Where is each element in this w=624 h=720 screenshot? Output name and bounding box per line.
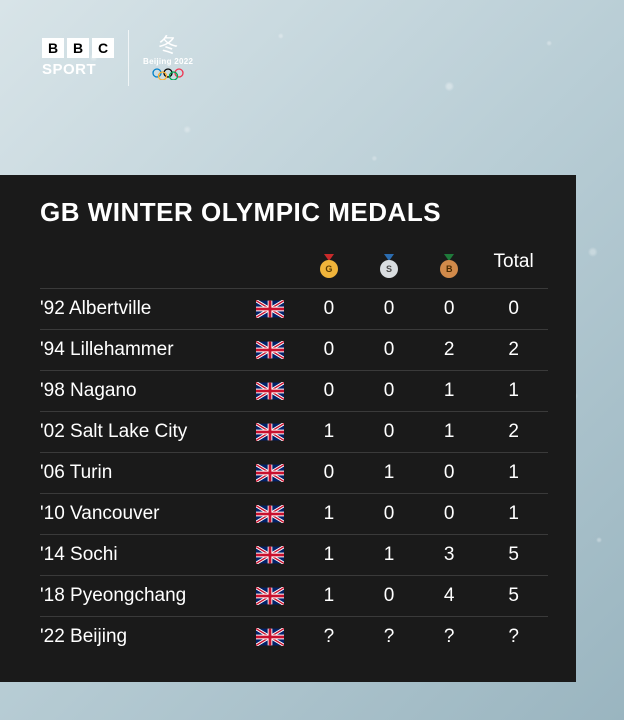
cell-games: '14 Sochi <box>40 535 256 576</box>
cell-total: 1 <box>479 453 548 494</box>
gb-flag-icon <box>256 341 284 359</box>
cell-bronze: ? <box>419 617 479 658</box>
beijing-mark-icon: 冬 <box>158 36 178 56</box>
gb-flag-icon <box>256 464 284 482</box>
col-silver: S <box>359 236 419 289</box>
cell-total: 5 <box>479 576 548 617</box>
cell-games: '92 Albertville <box>40 289 256 330</box>
cell-total: 1 <box>479 371 548 412</box>
cell-gold: 0 <box>299 289 359 330</box>
cell-bronze: 0 <box>419 494 479 535</box>
bbc-sport-logo: B B C SPORT <box>42 38 114 78</box>
col-flag <box>256 236 299 289</box>
cell-gold: 1 <box>299 494 359 535</box>
cell-gold: 1 <box>299 576 359 617</box>
table-title: GB WINTER OLYMPIC MEDALS <box>40 197 548 228</box>
cell-flag <box>256 494 299 535</box>
cell-flag <box>256 289 299 330</box>
medals-table: G S B Total '92 Albertvill <box>40 236 548 657</box>
table-row: '02 Salt Lake City 1012 <box>40 412 548 453</box>
cell-bronze: 2 <box>419 330 479 371</box>
gb-flag-icon <box>256 546 284 564</box>
gb-flag-icon <box>256 300 284 318</box>
cell-total: 1 <box>479 494 548 535</box>
table-row: '94 Lillehammer 0022 <box>40 330 548 371</box>
cell-silver: 0 <box>359 494 419 535</box>
cell-bronze: 4 <box>419 576 479 617</box>
cell-total: ? <box>479 617 548 658</box>
cell-silver: ? <box>359 617 419 658</box>
cell-total: 2 <box>479 330 548 371</box>
gb-flag-icon <box>256 587 284 605</box>
beijing-2022-logo: 冬 Beijing 2022 <box>143 36 193 80</box>
cell-flag <box>256 330 299 371</box>
logo-divider <box>128 30 129 86</box>
table-row: '22 Beijing ???? <box>40 617 548 658</box>
cell-flag <box>256 617 299 658</box>
cell-bronze: 0 <box>419 453 479 494</box>
cell-bronze: 3 <box>419 535 479 576</box>
cell-silver: 1 <box>359 535 419 576</box>
sport-label: SPORT <box>42 61 114 78</box>
cell-games: '02 Salt Lake City <box>40 412 256 453</box>
table-row: '06 Turin 0101 <box>40 453 548 494</box>
cell-flag <box>256 453 299 494</box>
table-row: '92 Albertville 0000 <box>40 289 548 330</box>
beijing-label: Beijing 2022 <box>143 57 193 66</box>
cell-games: '22 Beijing <box>40 617 256 658</box>
cell-flag <box>256 535 299 576</box>
header-logos: B B C SPORT 冬 Beijing 2022 <box>42 30 193 86</box>
cell-games: '06 Turin <box>40 453 256 494</box>
cell-silver: 0 <box>359 289 419 330</box>
table-row: '98 Nagano 0011 <box>40 371 548 412</box>
cell-bronze: 0 <box>419 289 479 330</box>
cell-games: '18 Pyeongchang <box>40 576 256 617</box>
cell-gold: 0 <box>299 371 359 412</box>
cell-games: '10 Vancouver <box>40 494 256 535</box>
col-games <box>40 236 256 289</box>
cell-silver: 0 <box>359 412 419 453</box>
cell-games: '94 Lillehammer <box>40 330 256 371</box>
medals-panel: GB WINTER OLYMPIC MEDALS G S <box>0 175 576 682</box>
gb-flag-icon <box>256 382 284 400</box>
gb-flag-icon <box>256 505 284 523</box>
col-bronze: B <box>419 236 479 289</box>
cell-silver: 0 <box>359 371 419 412</box>
cell-gold: 0 <box>299 453 359 494</box>
cell-total: 5 <box>479 535 548 576</box>
cell-flag <box>256 576 299 617</box>
cell-silver: 1 <box>359 453 419 494</box>
cell-gold: 1 <box>299 535 359 576</box>
cell-bronze: 1 <box>419 371 479 412</box>
cell-gold: 0 <box>299 330 359 371</box>
table-row: '10 Vancouver 1001 <box>40 494 548 535</box>
olympic-rings-icon <box>151 68 185 80</box>
cell-gold: ? <box>299 617 359 658</box>
cell-flag <box>256 371 299 412</box>
table-row: '18 Pyeongchang 1045 <box>40 576 548 617</box>
cell-games: '98 Nagano <box>40 371 256 412</box>
bbc-letter: C <box>92 38 114 58</box>
gb-flag-icon <box>256 628 284 646</box>
cell-flag <box>256 412 299 453</box>
col-total: Total <box>479 236 548 289</box>
bronze-medal-icon: B <box>440 254 458 278</box>
table-row: '14 Sochi 1135 <box>40 535 548 576</box>
col-gold: G <box>299 236 359 289</box>
cell-total: 2 <box>479 412 548 453</box>
gold-medal-icon: G <box>320 254 338 278</box>
bbc-letter: B <box>42 38 64 58</box>
cell-silver: 0 <box>359 330 419 371</box>
cell-silver: 0 <box>359 576 419 617</box>
table-header-row: G S B Total <box>40 236 548 289</box>
gb-flag-icon <box>256 423 284 441</box>
bbc-letter: B <box>67 38 89 58</box>
silver-medal-icon: S <box>380 254 398 278</box>
cell-total: 0 <box>479 289 548 330</box>
cell-bronze: 1 <box>419 412 479 453</box>
cell-gold: 1 <box>299 412 359 453</box>
